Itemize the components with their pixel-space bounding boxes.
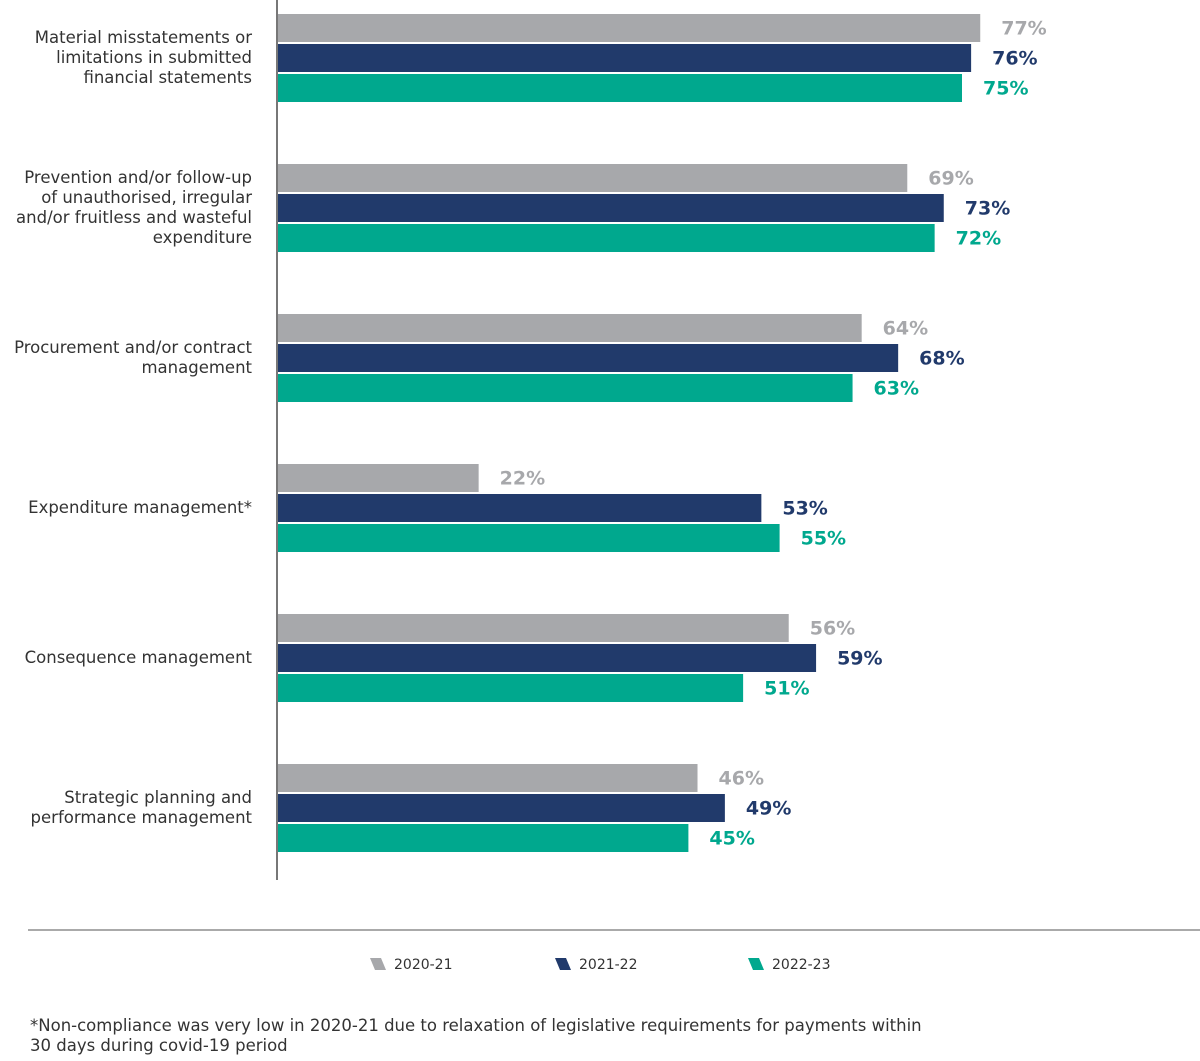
data-label: 51% bbox=[764, 678, 809, 700]
bar bbox=[278, 194, 944, 222]
category-label: Material misstatements or limitations in… bbox=[34, 28, 252, 87]
data-label: 59% bbox=[837, 648, 882, 670]
category-label: Expenditure management* bbox=[28, 498, 252, 517]
bar bbox=[278, 374, 853, 402]
data-label: 68% bbox=[919, 348, 964, 370]
category-label: Strategic planning and performance manag… bbox=[30, 788, 252, 827]
data-label: 72% bbox=[956, 228, 1001, 250]
bar bbox=[278, 494, 762, 522]
bar bbox=[278, 764, 698, 792]
bar bbox=[278, 164, 908, 192]
data-label: 45% bbox=[709, 828, 754, 850]
bar bbox=[278, 524, 780, 552]
footnote: *Non-compliance was very low in 2020-21 … bbox=[30, 1016, 922, 1055]
data-label: 56% bbox=[810, 618, 855, 640]
data-label: 63% bbox=[874, 378, 919, 400]
legend-label: 2022-23 bbox=[772, 957, 831, 973]
legend-swatch bbox=[370, 958, 386, 970]
data-label: 69% bbox=[928, 168, 973, 190]
data-label: 64% bbox=[883, 318, 928, 340]
bar bbox=[278, 314, 862, 342]
data-label: 76% bbox=[992, 48, 1037, 70]
bar bbox=[278, 44, 972, 72]
data-label: 77% bbox=[1001, 18, 1046, 40]
data-label: 55% bbox=[801, 528, 846, 550]
data-label: 75% bbox=[983, 78, 1028, 100]
category-label: Procurement and/or contract management bbox=[14, 338, 252, 377]
legend-swatch bbox=[555, 958, 571, 970]
bar bbox=[278, 464, 479, 492]
bar bbox=[278, 14, 981, 42]
bar bbox=[278, 674, 744, 702]
bar bbox=[278, 344, 899, 372]
data-label: 53% bbox=[782, 498, 827, 520]
data-label: 49% bbox=[746, 798, 791, 820]
data-label: 22% bbox=[500, 468, 545, 490]
data-label: 73% bbox=[965, 198, 1010, 220]
legend-label: 2021-22 bbox=[579, 957, 638, 973]
bar bbox=[278, 74, 962, 102]
legend-label: 2020-21 bbox=[394, 957, 453, 973]
bar bbox=[278, 644, 817, 672]
category-label: Prevention and/or follow-up of unauthori… bbox=[16, 168, 252, 247]
data-label: 46% bbox=[719, 768, 764, 790]
bar bbox=[278, 614, 789, 642]
category-label: Consequence management bbox=[24, 648, 252, 667]
legend-swatch bbox=[748, 958, 764, 970]
bar bbox=[278, 794, 725, 822]
bar bbox=[278, 224, 935, 252]
bar bbox=[278, 824, 689, 852]
